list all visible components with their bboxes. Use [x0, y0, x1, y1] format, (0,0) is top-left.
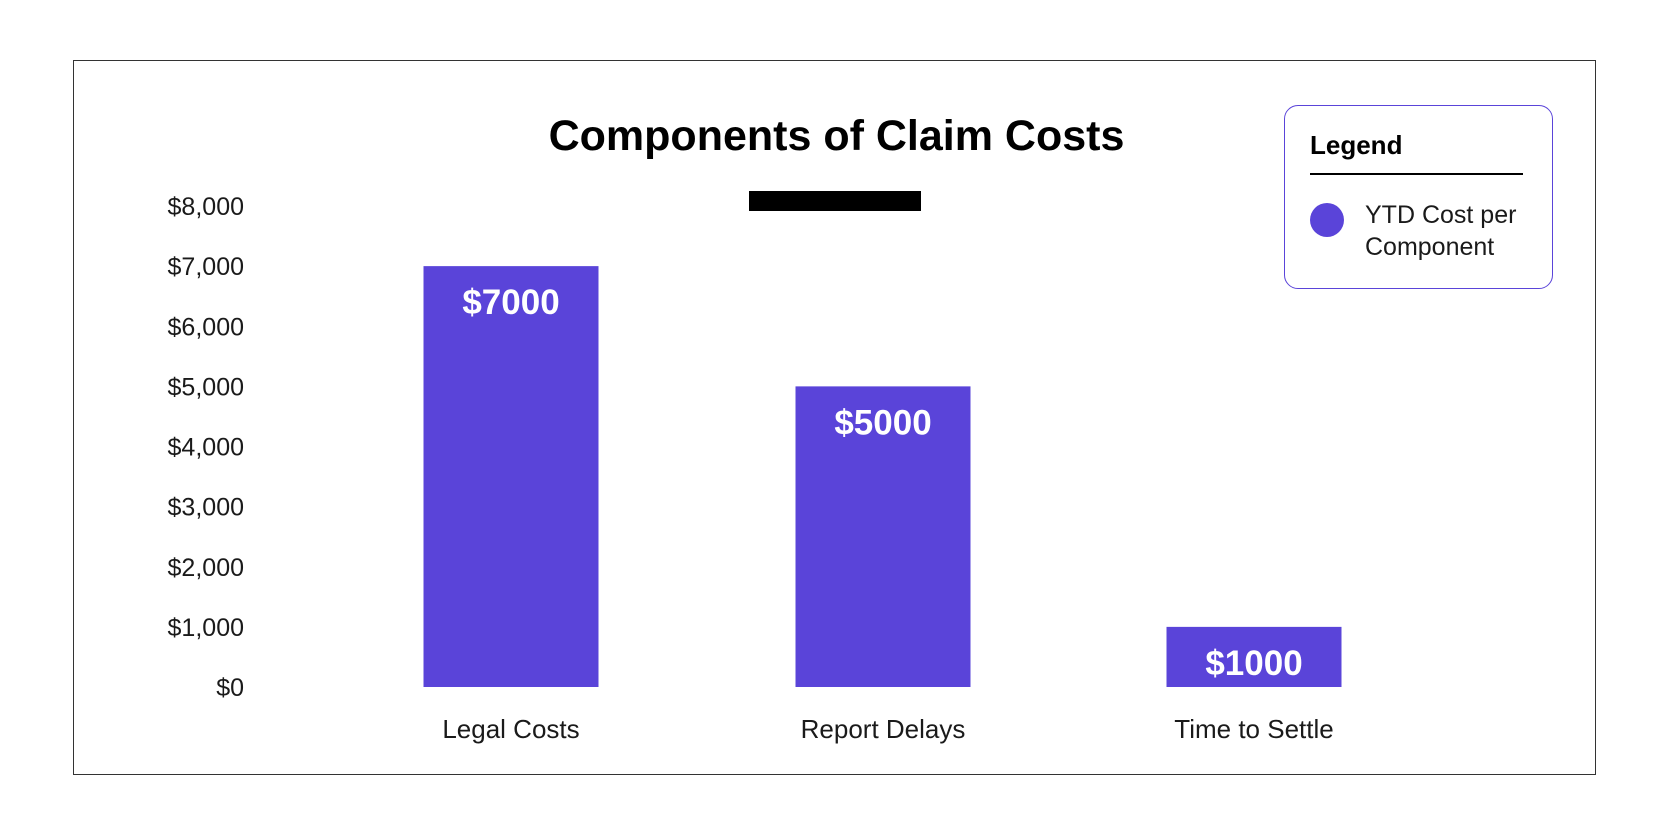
- y-tick-label: $1,000: [168, 614, 244, 642]
- bar: [795, 386, 971, 687]
- y-tick-label: $3,000: [168, 494, 244, 522]
- y-tick-label: $8,000: [168, 193, 244, 221]
- y-tick-label: $6,000: [168, 313, 244, 341]
- chart-title: Components of Claim Costs: [548, 112, 1125, 160]
- bar-data-label: $7000: [462, 283, 559, 322]
- chart-frame: [73, 60, 1596, 775]
- legend-divider: [1310, 173, 1523, 175]
- x-tick-label: Legal Costs: [442, 714, 579, 744]
- x-tick-label: Report Delays: [801, 714, 966, 744]
- x-tick-label: Time to Settle: [1174, 714, 1333, 744]
- y-tick-label: $5,000: [168, 373, 244, 401]
- chart-title-wrap: Components of Claim Costs: [0, 112, 1667, 161]
- y-tick-label: $4,000: [168, 434, 244, 462]
- bar: [423, 266, 599, 687]
- legend-item-label: YTD Cost per Component: [1365, 201, 1517, 261]
- legend-box: Legend YTD Cost per Component: [1284, 105, 1553, 289]
- legend-swatch-icon: [1310, 203, 1344, 237]
- bar-data-label: $1000: [1205, 644, 1302, 683]
- bar-data-label: $5000: [834, 403, 931, 442]
- y-tick-label: $0: [216, 674, 244, 702]
- title-underline-bar: [749, 191, 921, 211]
- bar: [1166, 626, 1342, 687]
- y-tick-label: $7,000: [168, 253, 244, 281]
- legend-title: Legend: [1310, 130, 1403, 160]
- y-tick-label: $2,000: [168, 554, 244, 582]
